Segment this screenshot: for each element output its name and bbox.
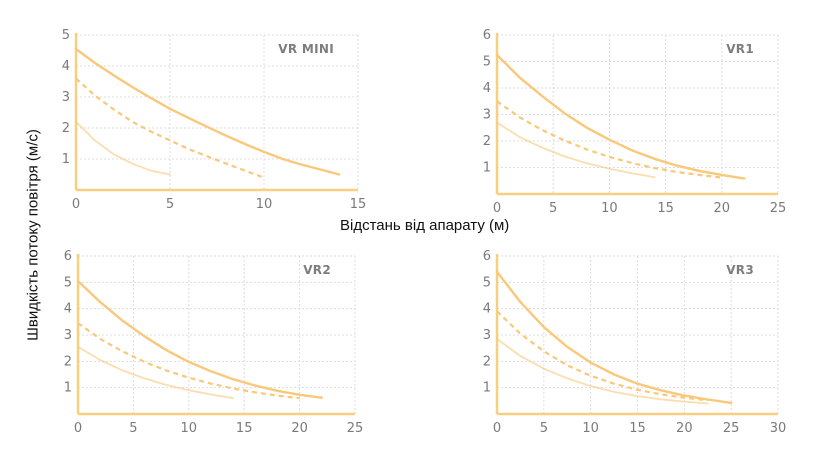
x-tick-label: 15: [629, 421, 646, 436]
x-tick-label: 30: [770, 421, 787, 436]
y-tick-label: 5: [64, 275, 72, 290]
y-tick-label: 3: [62, 90, 70, 105]
y-tick-label: 4: [483, 302, 491, 317]
chart-panel-2: 1 2 3 4 5 6 0 5 10 15 20 25 VR1: [483, 28, 787, 216]
y-tick-label: 1: [62, 152, 70, 167]
y-tick-label: 2: [483, 354, 491, 369]
x-tick-label: 10: [181, 421, 198, 436]
y-tick-label: 2: [64, 354, 72, 369]
y-tick-label: 1: [483, 161, 491, 176]
x-tick-label: 0: [493, 421, 501, 436]
x-tick-label: 10: [601, 201, 618, 216]
y-tick-label: 5: [483, 275, 491, 290]
series-line-2: [75, 77, 265, 179]
chart-title: VR1: [726, 42, 754, 56]
y-tick-label: 1: [483, 381, 491, 396]
y-tick-label: 3: [64, 328, 72, 343]
y-tick-label: 2: [62, 121, 70, 136]
x-tick-label: 15: [236, 421, 253, 436]
x-axis-label: Відстань від апарату (м): [340, 217, 510, 234]
x-tick-label: 5: [166, 197, 174, 212]
series-line-3: [77, 346, 234, 400]
series-line-2: [496, 100, 722, 179]
x-tick-label: 5: [129, 421, 137, 436]
x-tick-label: 0: [493, 201, 501, 216]
x-tick-label: 25: [723, 421, 740, 436]
x-tick-label: 20: [676, 421, 693, 436]
x-tick-label: 25: [347, 421, 364, 436]
x-tick-label: 0: [72, 197, 80, 212]
y-tick-label: 5: [483, 55, 491, 70]
x-tick-label: 15: [657, 201, 674, 216]
series-line-1: [495, 53, 746, 180]
series-line-2: [496, 310, 708, 402]
chart-panel-1: 1 2 3 4 5 0 5 10 15 VR MINI: [62, 28, 367, 212]
chart-title: VR3: [726, 263, 754, 277]
series-line-3: [496, 338, 709, 405]
y-tick-label: 5: [62, 28, 70, 43]
x-tick-label: 20: [714, 201, 731, 216]
x-tick-label: 20: [291, 421, 308, 436]
y-tick-label: 6: [64, 249, 72, 264]
y-tick-label: 4: [64, 302, 72, 317]
chart-title: VR MINI: [278, 42, 334, 56]
y-tick-label: 1: [64, 381, 72, 396]
series-line-1: [76, 279, 323, 399]
chart-panel-4: 1 2 3 4 5 6 0 5 10 15 20 25 30 VR3: [483, 249, 787, 436]
y-tick-label: 3: [483, 108, 491, 123]
x-tick-label: 15: [350, 197, 367, 212]
chart-title: VR2: [303, 263, 331, 277]
x-tick-label: 10: [256, 197, 273, 212]
y-tick-label: 6: [483, 249, 491, 264]
y-axis-label: Швидкість потоку повітря (м/с): [24, 129, 42, 341]
x-tick-label: 10: [582, 421, 599, 436]
y-tick-label: 2: [483, 134, 491, 149]
x-tick-label: 5: [540, 421, 548, 436]
chart-panel-3: 1 2 3 4 5 6 0 5 10 15 20 25 VR2: [64, 249, 364, 436]
y-tick-label: 3: [483, 328, 491, 343]
series-line-1: [74, 47, 341, 176]
y-tick-label: 4: [483, 81, 491, 96]
series-line-3: [75, 120, 171, 176]
series-line-2: [77, 322, 300, 400]
series-line-1: [495, 270, 733, 405]
y-tick-label: 4: [62, 59, 70, 74]
x-tick-label: 25: [770, 201, 787, 216]
series-line-3: [496, 121, 656, 179]
x-tick-label: 0: [74, 421, 82, 436]
x-tick-label: 5: [549, 201, 557, 216]
y-tick-label: 6: [483, 28, 491, 43]
